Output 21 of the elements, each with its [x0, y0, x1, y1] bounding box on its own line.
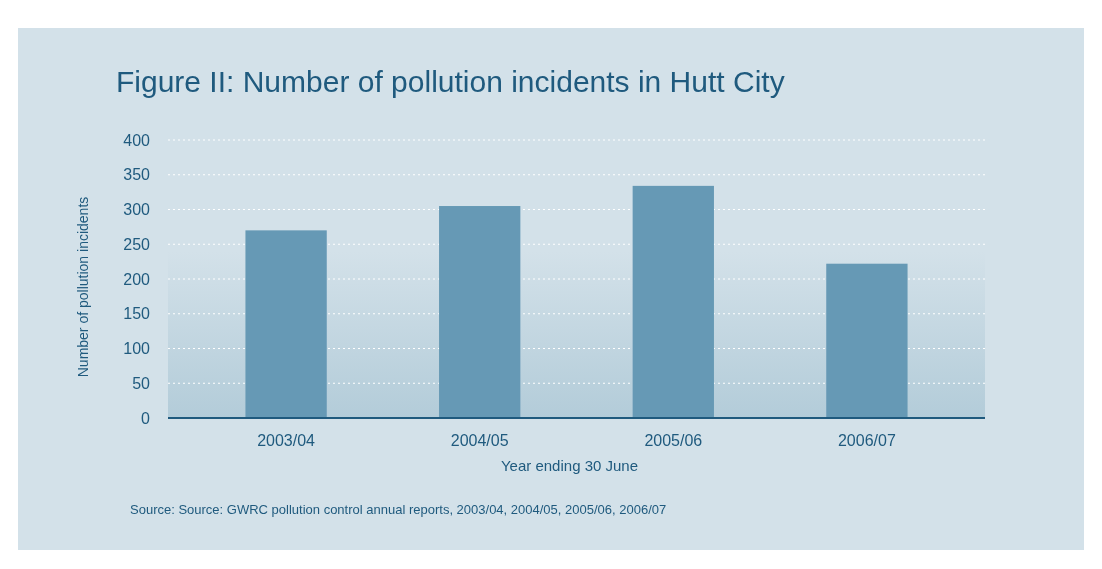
bar: [245, 230, 327, 418]
x-axis-title: Year ending 30 June: [500, 457, 639, 474]
x-tick-label: 2004/05: [450, 432, 509, 449]
x-tick-label: 2005/06: [644, 432, 703, 449]
y-tick-label: 400: [123, 131, 151, 149]
y-tick-label: 0: [141, 409, 151, 427]
bar: [632, 185, 714, 418]
y-tick-label: 300: [123, 201, 151, 219]
y-tick-label: 50: [132, 374, 151, 392]
y-tick-label: 200: [123, 270, 151, 288]
y-tick-label: 350: [123, 166, 151, 184]
bar: [826, 263, 908, 418]
y-axis-title: Number of pollution incidents: [75, 196, 91, 378]
x-tick-label: 2006/07: [837, 432, 896, 449]
chart-title: Figure II: Number of pollution incidents in Hutt City: [116, 65, 785, 98]
source-note: Source: Source: GWRC pollution control annual reports, 2003/04, 2004/05, 2005/06, 2006/07: [130, 502, 667, 517]
y-tick-label: 100: [123, 340, 151, 358]
y-tick-label: 250: [123, 235, 151, 253]
bar: [439, 206, 521, 418]
y-tick-label: 150: [123, 305, 151, 323]
x-tick-label: 2003/04: [257, 432, 316, 449]
